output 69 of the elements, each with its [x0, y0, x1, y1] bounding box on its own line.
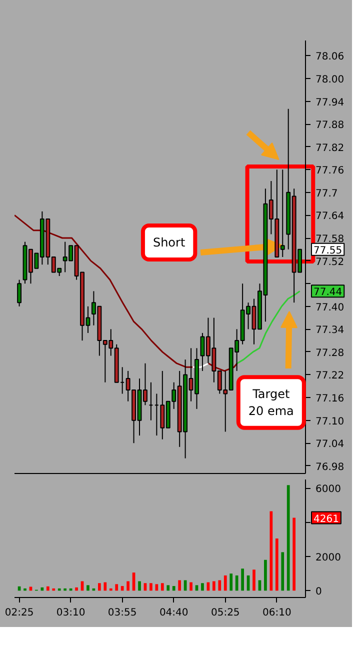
- y-tick-label: 0: [316, 586, 322, 598]
- bar: [212, 581, 216, 591]
- y-tick-label: 77.10: [316, 416, 344, 428]
- bar: [224, 575, 227, 591]
- candlestick: [17, 279, 22, 307]
- text: 77.44: [314, 287, 342, 298]
- bar: [160, 583, 164, 591]
- x-tick-label: 04:40: [159, 608, 188, 618]
- bar: [150, 583, 152, 591]
- bar: [75, 587, 78, 591]
- bar: [120, 586, 124, 591]
- y-tick-label: 77.7: [316, 188, 338, 200]
- y-tick-label: 76.98: [316, 462, 344, 473]
- x-tick-label: 05:25: [210, 608, 240, 618]
- bar: [190, 582, 192, 591]
- y-tick-label: 77.22: [316, 370, 344, 382]
- line-series: [236, 290, 301, 364]
- bar: [218, 580, 222, 591]
- text: 4261: [314, 514, 339, 525]
- bar: [286, 485, 290, 591]
- y-tick-label: 77.28: [316, 348, 344, 359]
- y-tick-label: 77.16: [316, 394, 344, 405]
- bar: [104, 582, 107, 591]
- y-tick-label: 77.82: [316, 142, 344, 154]
- bar: [252, 570, 256, 591]
- y-tick-label: 77.58: [316, 234, 344, 246]
- bar: [178, 580, 182, 591]
- line-series: [14, 214, 194, 368]
- bar: [270, 511, 273, 591]
- bar: [230, 574, 233, 591]
- bar: [172, 586, 176, 591]
- x-tick-label: 03:10: [56, 608, 86, 618]
- bar: [86, 585, 90, 591]
- bar: [235, 575, 238, 591]
- bar: [64, 588, 67, 591]
- annotation: Target 20 ema: [248, 387, 294, 418]
- bar: [241, 568, 244, 591]
- x-tick-label: 06:10: [262, 608, 292, 618]
- bar: [52, 588, 56, 591]
- y-tick-label: 78.06: [316, 52, 344, 63]
- bar: [24, 588, 26, 591]
- y-tick-label: 77.76: [316, 166, 344, 177]
- bar: [126, 581, 130, 591]
- x-tick-label: 03:55: [108, 608, 137, 618]
- bar: [275, 538, 278, 591]
- y-tick-label: 77.04: [316, 439, 344, 450]
- y-tick-label: 77.40: [316, 302, 344, 314]
- annotation: Short: [152, 236, 186, 250]
- bar: [281, 552, 284, 591]
- y-tick-label: 2000: [316, 552, 341, 564]
- bar: [264, 560, 267, 591]
- y-tick-label: 77.52: [316, 256, 344, 268]
- bar: [109, 588, 112, 591]
- y-tick-label: 77.64: [316, 211, 344, 222]
- y-tick-label: 77.88: [316, 120, 344, 132]
- text: 77.55: [314, 245, 342, 256]
- y-tick-label: 77.34: [316, 325, 344, 336]
- bar: [201, 583, 204, 591]
- y-tick-label: 78.00: [316, 74, 344, 86]
- x-tick-label: 02:25: [4, 608, 34, 618]
- bar: [58, 588, 61, 591]
- bar: [46, 586, 50, 591]
- bar: [138, 581, 141, 591]
- bar: [115, 584, 118, 591]
- bar: [292, 518, 296, 591]
- y-tick-label: 6000: [316, 484, 341, 496]
- bar: [166, 585, 170, 591]
- bar: [98, 583, 101, 591]
- y-tick-label: 77.94: [316, 97, 344, 108]
